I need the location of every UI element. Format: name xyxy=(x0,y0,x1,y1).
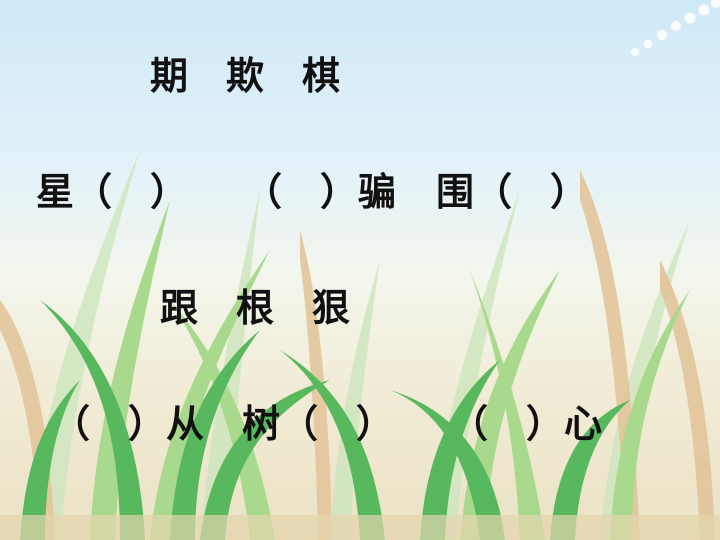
ground-strip xyxy=(0,515,720,540)
row-2-item-1: 星（ ） xyxy=(36,170,189,214)
row-2-item-3: 围（ ） xyxy=(436,170,589,214)
row-4-item-2: 树（ ） xyxy=(242,402,395,446)
row-4-item-1: （ ）从 xyxy=(52,402,205,446)
sparkle-dots xyxy=(631,0,720,56)
row-1-characters: 期 欺 棋 xyxy=(150,54,341,98)
row-2-item-2: （ ）骗 xyxy=(244,170,397,214)
row-3-characters: 跟 根 狠 xyxy=(160,286,351,330)
row-4-item-3: （ ）心 xyxy=(450,402,603,446)
